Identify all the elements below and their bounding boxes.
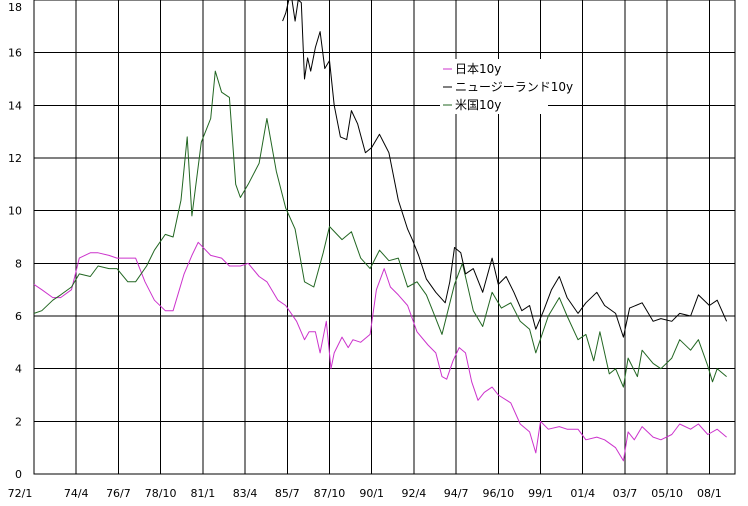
- x-tick-label: 01/4: [570, 487, 595, 500]
- y-tick-label: 2: [15, 415, 22, 428]
- y-tick-label: 10: [8, 205, 22, 218]
- y-tick-label: 14: [8, 99, 22, 112]
- x-tick-label: 78/10: [145, 487, 177, 500]
- y-tick-label: 6: [15, 310, 22, 323]
- legend-box: [440, 59, 548, 114]
- x-tick-label: 92/4: [402, 487, 427, 500]
- y-tick-label: 12: [8, 152, 22, 165]
- y-tick-label: 18: [8, 1, 22, 14]
- x-tick-label: 90/1: [359, 487, 384, 500]
- y-tick-label: 16: [8, 47, 22, 60]
- x-tick-label: 99/1: [528, 487, 553, 500]
- x-tick-label: 08/1: [697, 487, 722, 500]
- x-tick-label: 81/1: [190, 487, 215, 500]
- y-tick-label: 0: [15, 468, 22, 481]
- x-tick-label: 83/4: [233, 487, 258, 500]
- legend-label: ニュージーランド10y: [455, 80, 573, 94]
- plot-area: [33, 0, 736, 475]
- x-tick-label: 85/7: [275, 487, 300, 500]
- legend-label: 米国10y: [455, 98, 501, 112]
- x-tick-label: 76/7: [106, 487, 131, 500]
- y-tick-label: 4: [15, 363, 22, 376]
- legend: 日本10y ニュージーランド10y 米国10y: [440, 59, 573, 114]
- x-tick-label: 96/10: [482, 487, 514, 500]
- legend-label: 日本10y: [455, 62, 501, 76]
- y-tick-labels: 0 2 4 6 8 10 12 14 16 18: [8, 1, 22, 481]
- x-tick-label: 03/7: [613, 487, 638, 500]
- series-line-1: [282, 0, 728, 338]
- gridlines: [34, 0, 735, 474]
- y-tick-label: 8: [15, 257, 22, 270]
- series-lines: [33, 0, 728, 462]
- series-line-0: [33, 241, 727, 462]
- x-tick-label: 05/10: [651, 487, 683, 500]
- x-tick-label: 72/1: [8, 487, 33, 500]
- x-tick-label: 87/10: [314, 487, 346, 500]
- x-tick-labels: 72/1 74/4 76/7 78/10 81/1 83/4 85/7 87/10 90/1 92…: [8, 487, 722, 500]
- x-tick-label: 74/4: [64, 487, 89, 500]
- x-tick-label: 94/7: [444, 487, 469, 500]
- series-line-2: [33, 70, 727, 388]
